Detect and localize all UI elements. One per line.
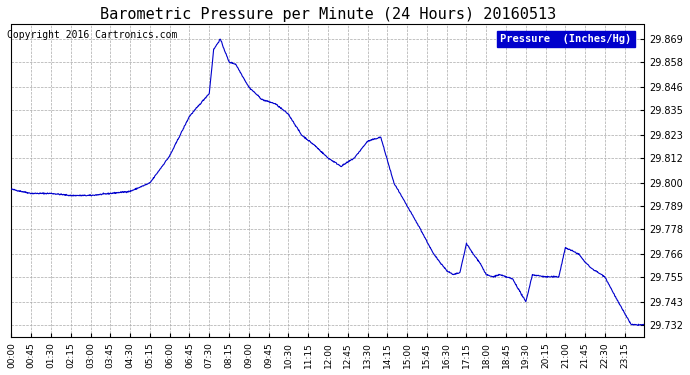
Text: Pressure  (Inches/Hg): Pressure (Inches/Hg) [500,34,631,44]
Title: Barometric Pressure per Minute (24 Hours) 20160513: Barometric Pressure per Minute (24 Hours… [99,7,556,22]
Text: Copyright 2016 Cartronics.com: Copyright 2016 Cartronics.com [7,30,177,39]
